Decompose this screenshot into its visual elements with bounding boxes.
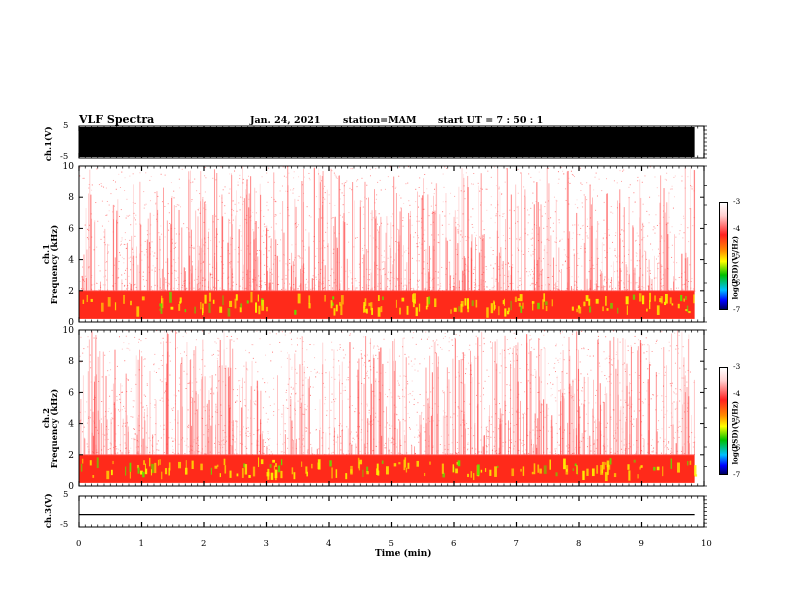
spec1-ytick-10: 10: [63, 162, 75, 172]
colorbar-ch1-label: log(PSD)(V²/Hz): [730, 235, 740, 300]
x-tick-label-2: 2: [201, 539, 207, 549]
ch1-ytick-bottom: -5: [60, 152, 69, 162]
spec2-ytick-10: 10: [63, 326, 75, 336]
ch1-waveform-band: [79, 127, 695, 157]
x-tick-label-0: 0: [76, 539, 82, 549]
colorbar-ch1-tick--7: -7: [733, 305, 741, 314]
colorbar-ch2-tick--5: -5: [733, 416, 741, 425]
colorbar-ch1-tick--5: -5: [733, 251, 741, 260]
colorbar-ch2-label: log(PSD)(V²/Hz): [730, 400, 740, 465]
x-tick-label-8: 8: [576, 539, 582, 549]
start-time-label: start UT = 7 : 50 : 1: [438, 115, 544, 126]
date-label: Jan. 24, 2021: [250, 115, 321, 126]
colorbar-ch2-tick--7: -7: [733, 470, 741, 479]
spec1-ytick-8: 8: [68, 193, 74, 203]
ch1-volt-axis-label: ch.1(V): [43, 126, 54, 162]
colorbar-ch2-tick--3: -3: [733, 362, 741, 371]
ch3-ytick-top: 5: [63, 490, 69, 500]
x-tick-label-4: 4: [326, 539, 332, 549]
spec2-ytick-0: 0: [68, 482, 74, 492]
spec1-ytick-4: 4: [68, 256, 74, 266]
x-tick-label-10: 10: [701, 539, 712, 549]
spectrogram-ch2: [79, 330, 698, 483]
x-tick-label-5: 5: [388, 539, 394, 549]
colorbar-ch1-tick--4: -4: [733, 224, 741, 233]
ch1-ytick-top: 5: [63, 121, 69, 131]
x-tick-label-9: 9: [638, 539, 644, 549]
spec2-ytick-2: 2: [68, 451, 74, 461]
chart-title: VLF Spectra: [79, 113, 155, 126]
x-tick-label-1: 1: [138, 539, 144, 549]
spec2-freq-axis-label: Frequency (kHz): [49, 388, 60, 469]
ch3-ytick-bottom: -5: [60, 520, 69, 530]
colorbar-ch1: [719, 202, 728, 310]
station-label: station=MAM: [343, 115, 417, 126]
spec1-freq-axis-label: Frequency (kHz): [49, 224, 60, 305]
spectrogram-ch1: [78, 166, 696, 319]
x-tick-label-3: 3: [263, 539, 269, 549]
colorbar-ch2: [719, 367, 728, 475]
spec2-ytick-8: 8: [68, 357, 74, 367]
x-axis-label: Time (min): [375, 549, 432, 559]
x-tick-label-6: 6: [451, 539, 457, 549]
colorbar-ch2-tick--6: -6: [733, 443, 741, 452]
spec2-ytick-4: 4: [68, 420, 74, 430]
colorbar-ch1-tick--3: -3: [733, 197, 741, 206]
colorbar-ch1-tick--6: -6: [733, 278, 741, 287]
spec2-ytick-6: 6: [68, 388, 74, 398]
colorbar-ch2-tick--4: -4: [733, 389, 741, 398]
spec1-ytick-6: 6: [68, 224, 74, 234]
spec1-ytick-0: 0: [68, 318, 74, 328]
spec1-ytick-2: 2: [68, 287, 74, 297]
ch3-volt-axis-label: ch.3(V): [43, 493, 54, 529]
x-tick-label-7: 7: [513, 539, 519, 549]
